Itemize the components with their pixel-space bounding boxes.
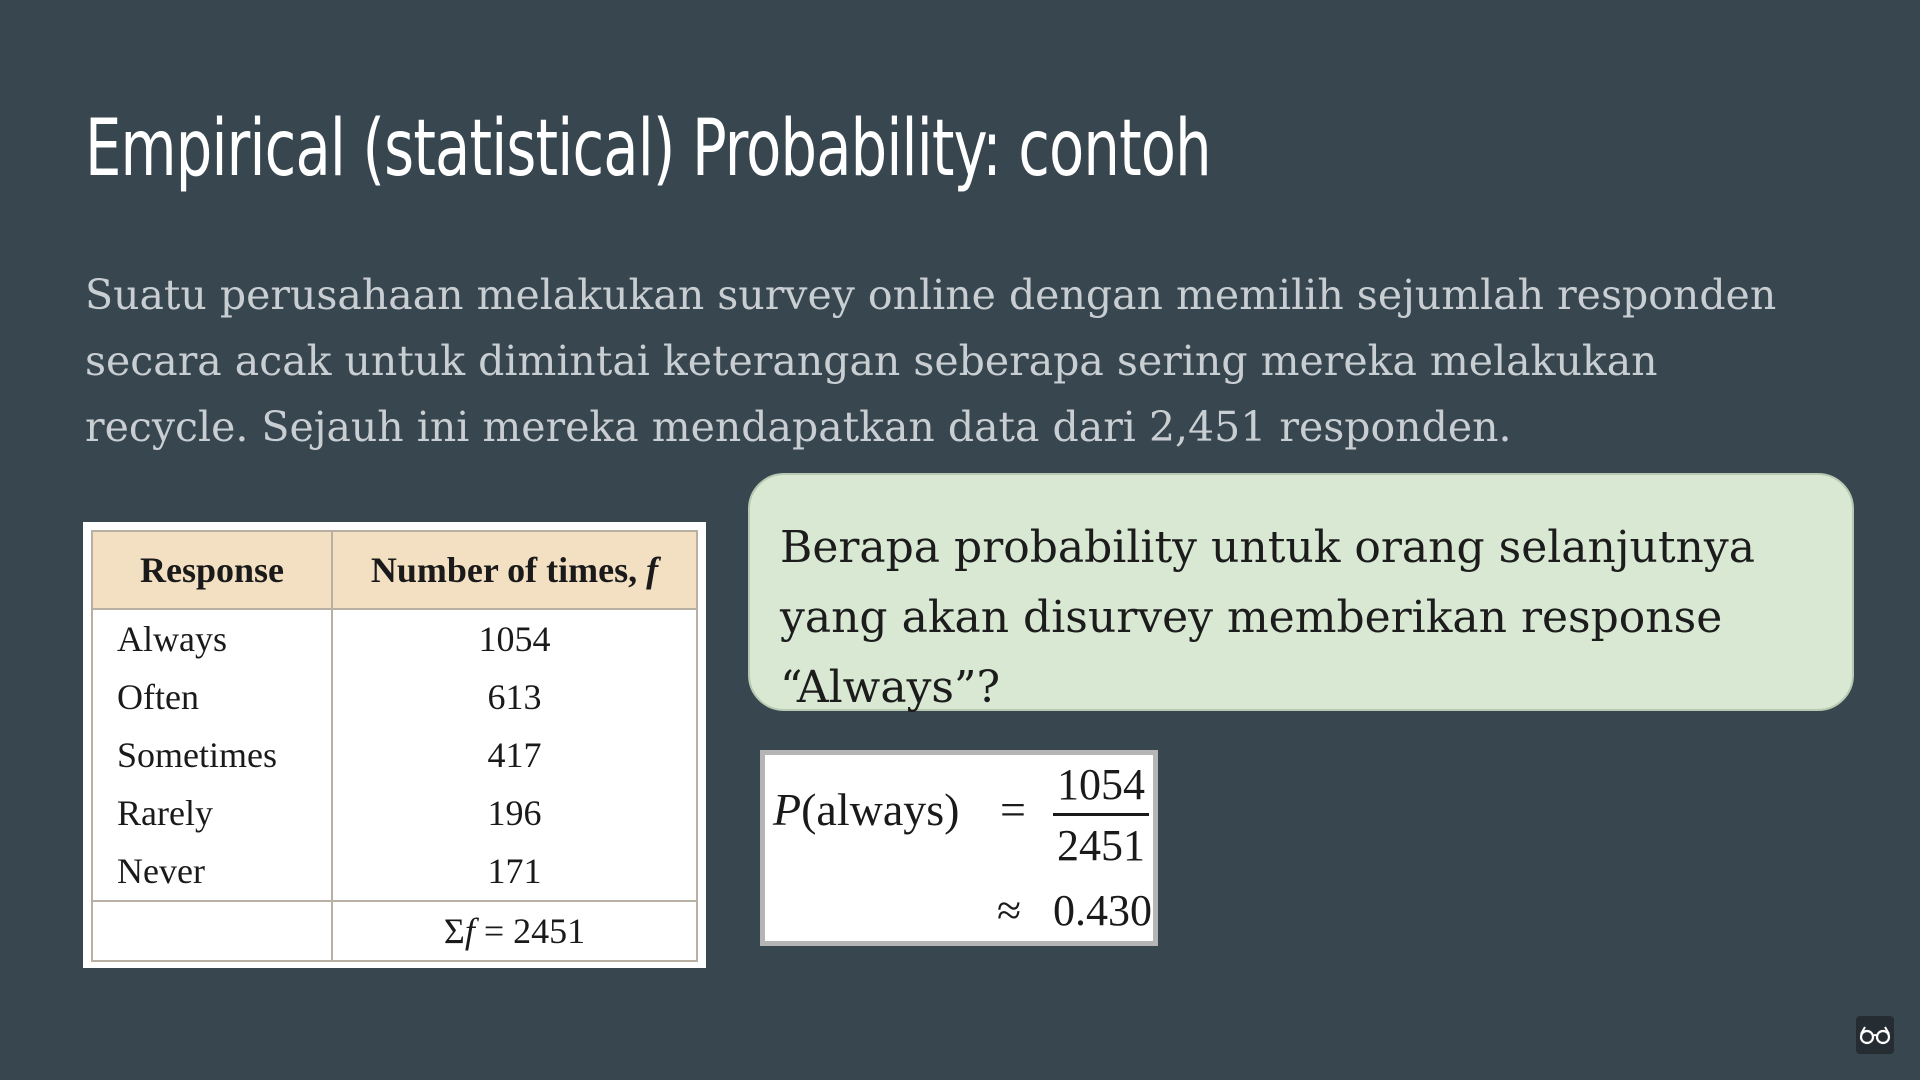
sum-var: f — [464, 911, 475, 951]
row-count: 196 — [331, 784, 698, 842]
table-row: Never 171 — [91, 842, 698, 901]
frequency-table-frame: Response Number of times, f Always 1054 … — [83, 522, 706, 968]
formula-var: P — [773, 784, 802, 835]
header-count-label: Number of times, — [370, 550, 647, 590]
fraction-bar — [1053, 813, 1149, 816]
row-count: 1054 — [331, 609, 698, 668]
sum-cell: Σf = 2451 — [331, 900, 698, 962]
row-response: Rarely — [91, 784, 333, 842]
formula-fraction: 1054 2451 — [1053, 757, 1149, 872]
row-count: 171 — [331, 842, 698, 901]
formula-approx-symbol: ≈ — [997, 886, 1022, 935]
row-count: 613 — [331, 668, 698, 726]
header-count: Number of times, f — [331, 530, 698, 610]
table-row: Sometimes 417 — [91, 726, 698, 784]
row-response: Often — [91, 668, 333, 726]
formula-approx-value: 0.430 — [1053, 886, 1152, 935]
frequency-table: Response Number of times, f Always 1054 … — [91, 530, 698, 962]
slide-title: Empirical (statistical) Probability: con… — [85, 104, 1212, 194]
sum-symbol: Σ — [443, 911, 465, 951]
sum-empty-cell — [91, 900, 333, 962]
question-box: Berapa probability untuk orang selanjutn… — [748, 473, 1854, 713]
glasses-icon[interactable] — [1856, 1016, 1894, 1054]
formula-equals: = — [1000, 784, 1026, 835]
formula-lhs: P(always) — [773, 783, 959, 836]
fraction-denominator: 2451 — [1057, 821, 1145, 870]
row-count: 417 — [331, 726, 698, 784]
slide-body-text: Suatu perusahaan melakukan survey online… — [85, 271, 1777, 451]
table-row: Rarely 196 — [91, 784, 698, 842]
header-count-var: f — [646, 550, 659, 590]
table-row: Always 1054 — [91, 609, 698, 668]
table-row: Often 613 — [91, 668, 698, 726]
fraction-numerator: 1054 — [1057, 760, 1145, 809]
row-response: Always — [91, 609, 333, 668]
formula-arg: (always) — [801, 784, 960, 835]
header-response: Response — [91, 530, 333, 610]
table-sum-row: Σf = 2451 — [91, 900, 698, 962]
row-response: Sometimes — [91, 726, 333, 784]
probability-formula: P(always) = 1054 2451 ≈ 0.430 — [760, 750, 1158, 946]
row-response: Never — [91, 842, 333, 901]
table-header-row: Response Number of times, f — [91, 530, 698, 610]
sum-value: = 2451 — [474, 911, 586, 951]
